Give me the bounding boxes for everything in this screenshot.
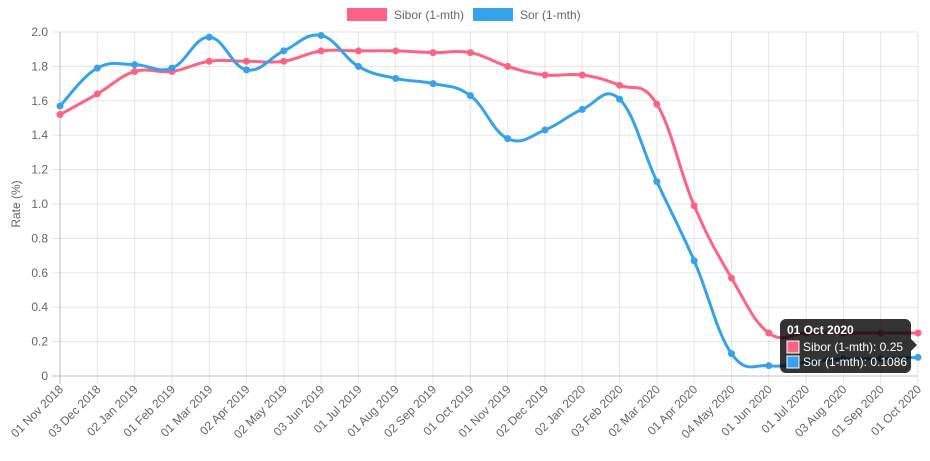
y-tick-label: 0.6 <box>31 266 48 280</box>
data-point-0[interactable] <box>243 57 251 65</box>
y-tick-label: 1.8 <box>31 59 48 73</box>
data-point-0[interactable] <box>392 47 400 55</box>
data-point-1[interactable] <box>653 178 661 186</box>
data-point-1[interactable] <box>168 64 176 72</box>
data-point-0[interactable] <box>765 329 773 337</box>
y-tick-label: 0.2 <box>31 335 48 349</box>
data-point-1[interactable] <box>56 102 64 110</box>
y-tick-label: 1.0 <box>31 197 48 211</box>
data-point-1[interactable] <box>541 126 549 134</box>
data-point-1[interactable] <box>280 47 288 55</box>
y-tick-label: 0.8 <box>31 231 48 245</box>
legend-label: Sibor (1-mth) <box>394 8 464 22</box>
data-point-1[interactable] <box>504 135 512 143</box>
data-point-0[interactable] <box>429 49 437 57</box>
y-axis: 0 0.2 0.4 0.6 0.8 1.0 1.2 1.4 1.6 1.8 2.0 <box>31 25 48 383</box>
chart-grid <box>52 31 919 384</box>
tooltip-swatch <box>786 340 800 354</box>
y-tick-label: 1.2 <box>31 163 48 177</box>
data-point-0[interactable] <box>317 47 325 55</box>
legend-item-1[interactable]: Sor (1-mth) <box>473 8 581 22</box>
data-point-1[interactable] <box>392 74 400 82</box>
chart-series <box>56 31 922 370</box>
data-point-0[interactable] <box>541 71 549 79</box>
data-point-1[interactable] <box>727 350 735 358</box>
data-point-1[interactable] <box>616 95 624 103</box>
data-point-1[interactable] <box>93 64 101 72</box>
tooltip-swatch <box>786 355 800 369</box>
data-point-0[interactable] <box>504 62 512 70</box>
data-point-1[interactable] <box>690 257 698 265</box>
legend-item-0[interactable]: Sibor (1-mth) <box>347 8 464 22</box>
data-point-1[interactable] <box>354 62 362 70</box>
tooltip-title: 01 Oct 2020 <box>787 323 854 337</box>
data-point-0[interactable] <box>56 111 64 119</box>
y-tick-label: 0.4 <box>31 300 48 314</box>
data-point-1[interactable] <box>243 66 251 74</box>
data-point-0[interactable] <box>466 49 474 57</box>
data-point-1[interactable] <box>131 61 139 69</box>
data-point-1[interactable] <box>429 80 437 88</box>
data-point-0[interactable] <box>914 329 922 337</box>
data-point-1[interactable] <box>317 31 325 39</box>
data-point-1[interactable] <box>914 353 922 361</box>
legend-label: Sor (1-mth) <box>520 8 581 22</box>
tooltip-line: Sibor (1-mth): 0.25 <box>803 340 903 354</box>
data-point-0[interactable] <box>280 57 288 65</box>
data-point-1[interactable] <box>765 362 773 370</box>
tooltip-box <box>780 319 911 373</box>
data-point-1[interactable] <box>466 92 474 100</box>
data-point-0[interactable] <box>578 71 586 79</box>
data-point-0[interactable] <box>131 68 139 76</box>
data-point-1[interactable] <box>205 33 213 41</box>
data-point-0[interactable] <box>690 202 698 210</box>
data-point-0[interactable] <box>616 81 624 89</box>
data-point-0[interactable] <box>205 57 213 65</box>
data-point-0[interactable] <box>354 47 362 55</box>
series-line-0 <box>59 48 918 340</box>
tooltip-line: Sor (1-mth): 0.1086 <box>803 355 907 369</box>
legend-swatch <box>473 8 513 21</box>
chart-legend: Sibor (1-mth) Sor (1-mth) <box>347 8 581 22</box>
y-axis-title: Rate (%) <box>9 180 23 227</box>
series-line-1 <box>58 33 919 369</box>
data-point-0[interactable] <box>93 90 101 98</box>
y-tick-label: 1.6 <box>31 94 48 108</box>
y-tick-label: 0 <box>41 369 48 383</box>
legend-swatch <box>347 8 387 21</box>
y-tick-label: 1.4 <box>31 128 48 142</box>
data-point-1[interactable] <box>578 105 586 113</box>
data-point-0[interactable] <box>653 100 661 108</box>
data-point-0[interactable] <box>727 274 735 282</box>
tooltip-caret <box>911 339 917 351</box>
y-tick-label: 2.0 <box>31 25 48 39</box>
